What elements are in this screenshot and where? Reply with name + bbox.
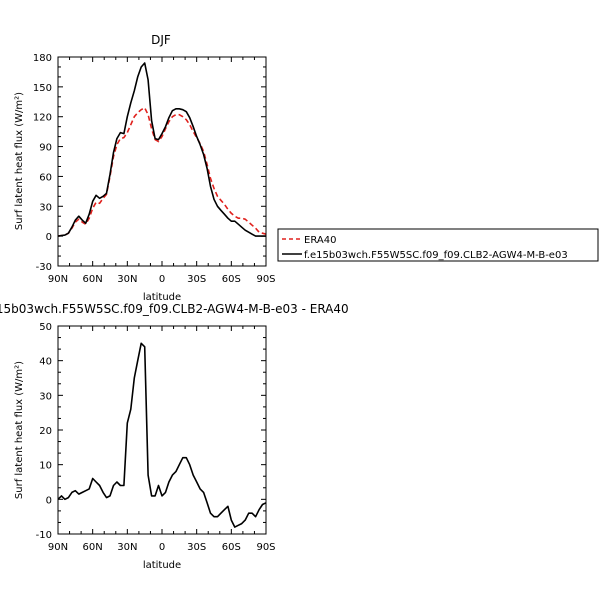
top-series-line-0 bbox=[57, 107, 267, 237]
top-chart-title: DJF bbox=[151, 33, 171, 47]
top-x-tick-label: 90S bbox=[256, 274, 275, 285]
top-y-axis-label: Surf latent heat flux (W/m²) bbox=[14, 92, 25, 230]
top-y-tick-label: 60 bbox=[39, 172, 52, 183]
bottom-y-tick-label: 50 bbox=[39, 322, 52, 333]
top-y-tick-label: -30 bbox=[36, 262, 52, 273]
top-x-tick-label: 90N bbox=[48, 274, 68, 285]
bottom-panel: f.e15b03wch.F55W5SC.f09_f09.CLB2-AGW4-M-… bbox=[0, 302, 349, 571]
top-x-tick-label: 30S bbox=[187, 274, 206, 285]
bottom-chart-title: f.e15b03wch.F55W5SC.f09_f09.CLB2-AGW4-M-… bbox=[0, 302, 349, 316]
top-y-tick-label: 90 bbox=[39, 143, 52, 154]
top-x-tick-label: 30N bbox=[117, 274, 137, 285]
bottom-y-tick-label: 0 bbox=[46, 495, 52, 506]
bottom-plot-frame bbox=[57, 325, 267, 535]
bottom-x-tick-label: 0 bbox=[159, 542, 165, 553]
bottom-x-axis-label: latitude bbox=[143, 560, 181, 571]
legend-label-model: f.e15b03wch.F55W5SC.f09_f09.CLB2-AGW4-M-… bbox=[304, 250, 568, 261]
top-series-line-1 bbox=[57, 62, 266, 237]
bottom-y-tick-label: 20 bbox=[39, 426, 52, 437]
top-y-tick-label: 120 bbox=[33, 113, 52, 124]
top-y-tick-label: 0 bbox=[46, 232, 52, 243]
top-y-tick-label: 150 bbox=[33, 83, 52, 94]
top-panel: DJF 90N 60N 30N 0 30S 60S 90S -30 0 30 60 90 120 150 1… bbox=[14, 33, 276, 303]
bottom-x-tick-label: 30S bbox=[187, 542, 206, 553]
bottom-y-tick-label: 10 bbox=[39, 461, 52, 472]
bottom-x-tick-label: 30N bbox=[117, 542, 137, 553]
top-y-tick-label: 180 bbox=[33, 53, 52, 64]
top-y-tick-label: 30 bbox=[39, 202, 52, 213]
bottom-y-tick-label: 40 bbox=[39, 357, 52, 368]
legend: ERA40 f.e15b03wch.F55W5SC.f09_f09.CLB2-A… bbox=[277, 228, 599, 262]
bottom-x-tick-label: 60S bbox=[222, 542, 241, 553]
bottom-y-axis-label: Surf latent heat flux (W/m²) bbox=[14, 361, 25, 499]
top-x-tick-label: 0 bbox=[159, 274, 165, 285]
top-plot-frame bbox=[57, 56, 267, 267]
top-x-tick-label: 60S bbox=[222, 274, 241, 285]
bottom-x-tick-label: 90N bbox=[48, 542, 68, 553]
bottom-x-tick-label: 60N bbox=[83, 542, 103, 553]
bottom-y-tick-label: -10 bbox=[36, 530, 52, 541]
top-x-tick-label: 60N bbox=[83, 274, 103, 285]
legend-label-era40: ERA40 bbox=[304, 235, 336, 246]
bottom-y-tick-label: 30 bbox=[39, 391, 52, 402]
bottom-series-line-0 bbox=[57, 342, 267, 528]
legend-box bbox=[277, 228, 599, 262]
top-x-axis-label: latitude bbox=[143, 292, 181, 303]
bottom-x-tick-label: 90S bbox=[256, 542, 275, 553]
